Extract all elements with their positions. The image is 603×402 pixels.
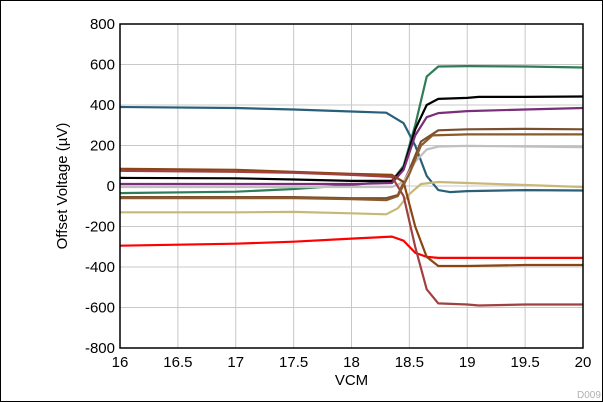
x-tick-label: 17: [227, 354, 244, 371]
y-axis-title: Offset Voltage (µV): [54, 123, 71, 250]
y-tick-label: -600: [85, 300, 115, 317]
x-tick-label: 19.5: [511, 354, 540, 371]
series-layer: [119, 64, 584, 307]
x-tick-label: 17.5: [279, 354, 308, 371]
x-tick-label: 20: [575, 354, 592, 371]
y-tick-label: 400: [90, 97, 115, 114]
y-tick-label: 600: [90, 57, 115, 74]
x-tick-label: 16.5: [163, 354, 192, 371]
x-tick-label: 16: [112, 354, 129, 371]
series-line-7: [120, 180, 584, 216]
x-axis-title: VCM: [335, 372, 368, 389]
series-line-9: [119, 167, 583, 268]
y-tick-label: -200: [85, 219, 115, 236]
y-tick-label: 800: [90, 16, 115, 33]
grid: [120, 24, 583, 348]
series-line-8: [119, 235, 583, 259]
x-tick-label: 19: [459, 354, 476, 371]
y-tick-label: 0: [107, 178, 115, 195]
y-tick-label: 200: [90, 138, 115, 155]
series-line-10: [119, 169, 583, 307]
series-line-3: [119, 95, 584, 182]
series-line-1: [119, 105, 584, 194]
x-tick-label: 18.5: [395, 354, 424, 371]
plot-border: [119, 23, 584, 349]
tick-labels: 16 16.5 17 17.5 18 18.5 19 19.5 20 -800 -600 -400 -2…: [85, 16, 591, 371]
y-tick-label: -800: [85, 340, 115, 357]
series-line-11: [120, 133, 583, 202]
figure-id: D009: [577, 390, 601, 401]
x-tick-label: 18: [343, 354, 360, 371]
y-tick-label: -400: [85, 259, 115, 276]
series-line-4: [120, 106, 584, 186]
